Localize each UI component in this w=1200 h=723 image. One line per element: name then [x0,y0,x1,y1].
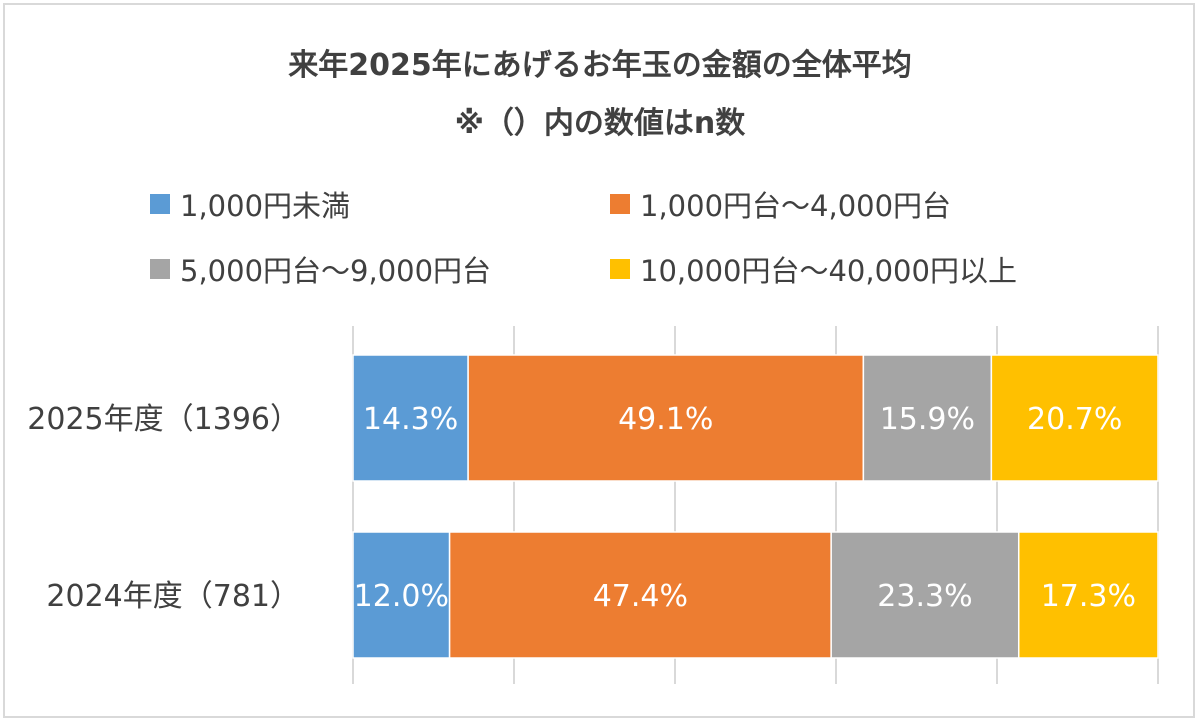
bar-segment [862,354,993,482]
bar-segment [990,354,1159,482]
legend-item-10000-40000: 10,000円台～40,000円以上 [610,248,1017,290]
legend-swatch-10000-40000 [610,259,630,279]
chart-subtitle: ※（）内の数値はn数 [454,106,746,141]
legend-swatch-1000-4000 [610,194,630,214]
chart-title: 来年2025年にあげるお年玉の金額の全体平均 [288,48,912,83]
legend-swatch-under-1000 [150,194,170,214]
legend-label-10000-40000: 10,000円台～40,000円以上 [640,254,1017,288]
category-label: 2025年度（1396） [27,402,300,437]
category-label: 2024年度（781） [46,579,300,614]
bar-segment [467,354,865,482]
data-label: 12.0% [354,579,449,614]
data-label: 23.3% [877,579,972,614]
legend-item-1000-4000: 1,000円台～4,000円台 [610,183,951,225]
legend-swatch-5000-9000 [150,259,170,279]
legend-label-under-1000: 1,000円未満 [180,189,351,223]
data-label: 15.9% [880,402,975,437]
bar-segment [830,531,1020,659]
data-label: 49.1% [618,402,713,437]
legend-item-under-1000: 1,000円未満 [150,183,350,225]
data-label: 17.3% [1041,579,1136,614]
legend-item-5000-9000: 5,000円台～9,000円台 [150,248,491,290]
bar-segment [1017,531,1159,659]
data-label: 20.7% [1027,402,1122,437]
bar-segment [352,531,451,659]
bar-segment [352,354,469,482]
legend-label-5000-9000: 5,000円台～9,000円台 [180,254,492,288]
legend-label-1000-4000: 1,000円台～4,000円台 [640,189,952,223]
data-label: 14.3% [363,402,458,437]
data-label: 47.4% [593,579,688,614]
